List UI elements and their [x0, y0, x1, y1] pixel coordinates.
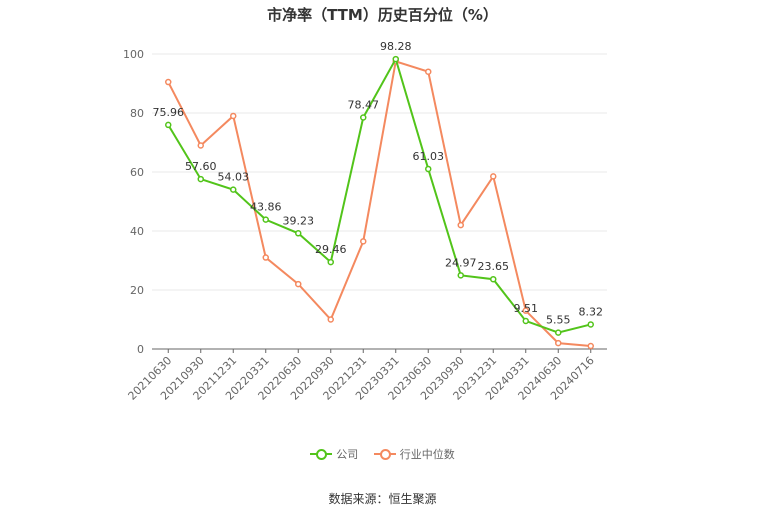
series-point-1: [327, 316, 334, 323]
series-line-1: [167, 60, 591, 348]
series-point-1: [555, 339, 562, 347]
series-point-0: [587, 321, 594, 328]
series-lines: [165, 55, 594, 350]
series-point-1: [295, 280, 302, 288]
series-point-0: [230, 186, 237, 193]
data-label: 61.03: [413, 150, 445, 163]
series-point-0: [392, 55, 399, 63]
series-point-1: [490, 173, 497, 180]
y-tick-label: 100: [123, 48, 144, 61]
legend-label-industry-median: 行业中位数: [399, 448, 455, 461]
data-label: 54.03: [218, 171, 250, 184]
legend-item-industry-median[interactable]: 行业中位数: [373, 446, 455, 462]
data-label: 75.96: [153, 106, 185, 119]
series-point-0: [490, 275, 497, 283]
series-point-0: [165, 121, 172, 129]
y-tick-label: 60: [130, 166, 144, 179]
series-point-0: [295, 230, 302, 237]
series-point-0: [457, 272, 464, 279]
y-tick-label: 40: [130, 225, 144, 238]
data-label: 23.65: [478, 260, 510, 273]
series-point-1: [457, 221, 464, 229]
series-line-0: [167, 56, 591, 334]
series-point-1: [197, 142, 204, 149]
data-label: 43.86: [250, 201, 282, 214]
chart-title: 市净率（TTM）历史百分位（%）: [267, 6, 498, 24]
series-point-1: [165, 78, 172, 86]
series-point-1: [425, 68, 432, 75]
legend-item-company[interactable]: 公司: [310, 446, 358, 462]
y-tick-label: 20: [130, 284, 144, 297]
series-point-1: [587, 342, 594, 350]
legend-swatch-company-icon: [310, 448, 333, 460]
data-label: 98.28: [380, 40, 412, 53]
data-label: 78.47: [348, 99, 380, 112]
data-label: 8.32: [579, 305, 604, 318]
series-point-0: [555, 329, 562, 336]
series-point-1: [230, 112, 237, 120]
data-label: 24.97: [445, 256, 477, 269]
series-point-0: [425, 165, 432, 173]
series-point-1: [360, 238, 367, 245]
data-label: 5.55: [546, 314, 571, 327]
series-point-1: [262, 254, 269, 261]
series-point-1: [522, 307, 529, 314]
data-label: 29.46: [315, 243, 347, 256]
y-tick-label: 0: [137, 343, 144, 356]
legend-label-company: 公司: [336, 448, 359, 461]
data-label: 39.23: [283, 214, 315, 227]
series-point-0: [262, 216, 269, 223]
y-tick-label: 80: [130, 107, 144, 120]
series-point-0: [197, 175, 204, 183]
legend: 公司 行业中位数: [0, 446, 765, 463]
grid-lines: [152, 53, 607, 291]
series-point-0: [522, 317, 529, 325]
series-point-0: [327, 258, 334, 266]
data-label: 57.60: [185, 160, 217, 173]
data-label: 9.51: [514, 302, 539, 315]
data-source-note: 数据来源：恒生聚源: [328, 492, 437, 506]
series-point-0: [360, 114, 367, 121]
legend-swatch-industry-icon: [373, 448, 396, 460]
